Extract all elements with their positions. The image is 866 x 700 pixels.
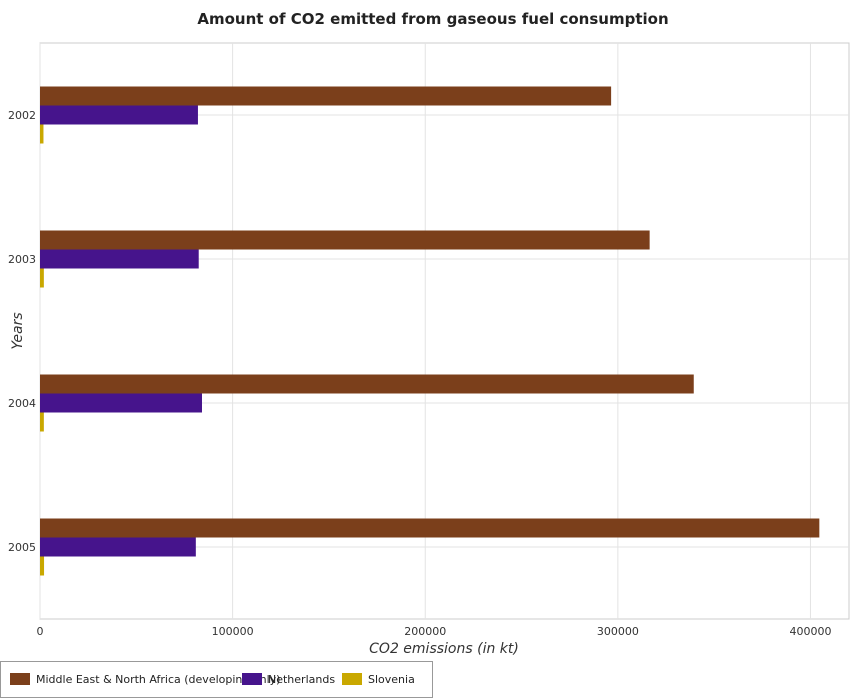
y-tick-label: 2005 [8,541,36,554]
bar [40,86,612,106]
bar [40,393,202,413]
x-tick-label: 100000 [212,625,254,638]
legend: Middle East & North Africa (developing o… [0,661,433,698]
x-axis-label: CO2 emissions (in kt) [369,641,519,657]
bar [40,518,820,538]
legend-swatch [10,673,30,685]
bar [40,412,44,432]
x-tick-labels: 0 100000 200000 300000 400000 [37,625,832,638]
bar [40,124,44,144]
bar [40,249,199,269]
y-tick-labels: 2002 2003 2004 2005 [8,109,36,554]
bar [40,556,45,576]
bars [40,86,820,576]
y-axis-label: Years [10,312,26,349]
legend-swatch [342,673,362,685]
legend-swatch [242,673,262,685]
legend-label: Middle East & North Africa (developing o… [36,673,280,686]
bar [40,230,650,250]
x-tick-label: 400000 [789,625,831,638]
y-tick-label: 2002 [8,109,36,122]
chart-title: Amount of CO2 emitted from gaseous fuel … [197,10,668,28]
x-tick-label: 300000 [597,625,639,638]
y-tick-label: 2003 [8,253,36,266]
legend-label: Slovenia [368,673,415,686]
x-tick-label: 0 [37,625,44,638]
bar [40,105,198,125]
bar [40,537,196,557]
bar [40,268,44,288]
y-tick-label: 2004 [8,397,36,410]
x-tick-label: 200000 [404,625,446,638]
legend-label: Netherlands [268,673,335,686]
bar [40,374,694,394]
